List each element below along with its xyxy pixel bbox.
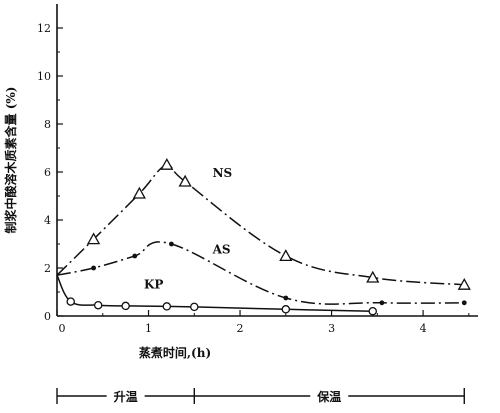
data-point-as — [379, 300, 385, 306]
data-point-ns — [87, 232, 101, 245]
data-point-as — [461, 300, 467, 306]
data-point-kp — [93, 300, 103, 310]
series-line-as — [56, 241, 465, 305]
y-tick-label: 10 — [37, 70, 51, 83]
y-tick-label: 0 — [44, 310, 51, 323]
data-point-kp — [121, 301, 130, 311]
phase-label-bg — [310, 387, 349, 405]
y-axis-title: 制浆中酸溶木质素含量 (%) — [3, 87, 18, 234]
series-layer: NS AS KP — [56, 157, 471, 316]
data-point-ns — [279, 249, 293, 262]
data-point-kp — [162, 302, 172, 311]
data-point-as — [132, 253, 138, 259]
series-line-ns — [56, 163, 465, 286]
series-line-kp — [56, 274, 373, 312]
y-tick-label: 6 — [44, 166, 51, 179]
data-point-as — [283, 295, 289, 301]
x-tick-label: 3 — [328, 322, 335, 335]
series-label-ns: NS — [213, 166, 233, 180]
data-point-ns — [457, 277, 471, 290]
data-point-as — [169, 241, 174, 247]
x-tick-label: 2 — [237, 322, 244, 335]
phase-label-bg — [106, 387, 145, 405]
x-tick-label: 4 — [420, 322, 427, 335]
y-tick-label: 2 — [44, 262, 51, 275]
y-tick-label: 12 — [37, 22, 51, 35]
data-point-kp — [66, 297, 75, 306]
data-point-ns — [178, 174, 192, 187]
x-tick-label: 0 — [59, 322, 66, 335]
data-point-kp — [190, 302, 199, 312]
data-point-as — [91, 265, 97, 271]
phase-label: 保温 — [316, 389, 341, 404]
y-tick-label: 8 — [44, 118, 51, 131]
x-tick-label: 1 — [145, 322, 152, 335]
series-label-as: AS — [212, 243, 231, 257]
data-point-kp — [368, 306, 377, 316]
data-point-ns — [366, 270, 380, 283]
phase-label: 升温 — [114, 389, 138, 404]
data-point-ns — [160, 157, 174, 170]
y-tick-label: 4 — [44, 214, 51, 227]
data-point-ns — [132, 186, 146, 199]
phase-timeline: 升温 保温 — [56, 387, 465, 405]
data-point-kp — [281, 305, 291, 314]
x-axis-title: 蒸煮时间,(h) — [139, 345, 211, 360]
series-label-kp: KP — [144, 277, 163, 291]
